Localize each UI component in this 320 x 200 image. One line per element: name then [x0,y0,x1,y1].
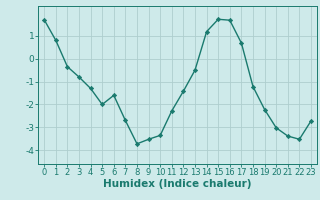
X-axis label: Humidex (Indice chaleur): Humidex (Indice chaleur) [103,179,252,189]
